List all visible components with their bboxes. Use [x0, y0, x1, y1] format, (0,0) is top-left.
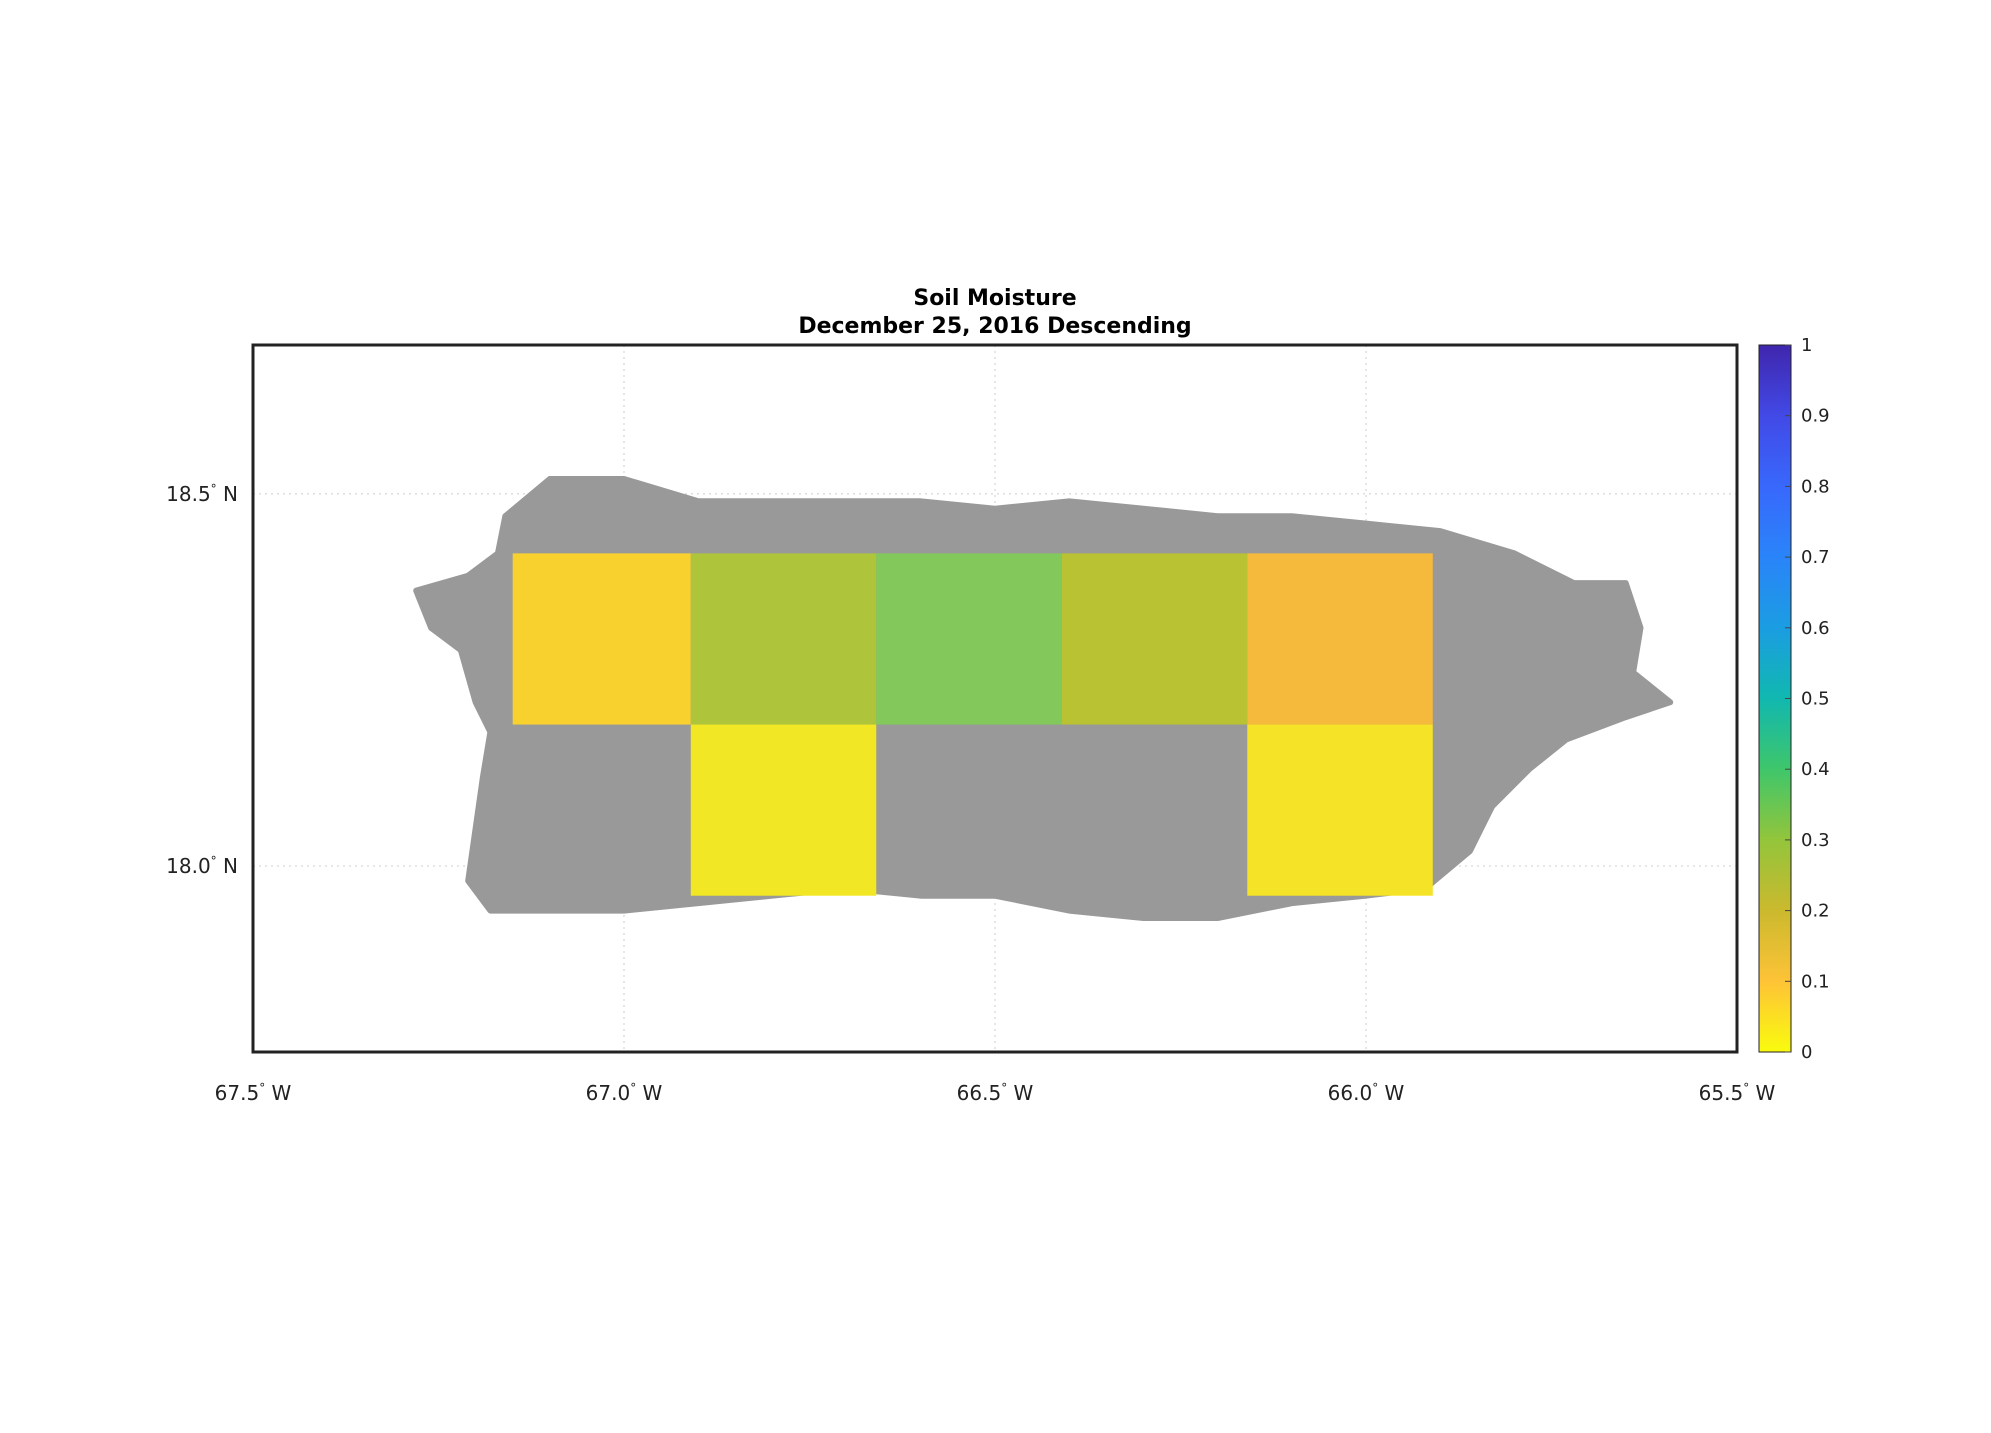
colorbar-tick-label-0: 0 — [1801, 1042, 1812, 1063]
colorbar-tick-label-3: 0.3 — [1801, 830, 1830, 851]
lon-tick-label-1: 67.0° W — [586, 1081, 663, 1105]
lat-tick-label-1: 18.0° N — [166, 854, 238, 878]
soil-moisture-cell-3 — [1061, 553, 1248, 725]
colorbar-tick-label-4: 0.4 — [1801, 759, 1830, 780]
soil-moisture-cell-1 — [690, 553, 877, 725]
colorbar-tick-label-1: 0.1 — [1801, 971, 1830, 992]
latitude-ticks: 18.5° N 18.0° N — [166, 482, 238, 878]
lon-tick-label-0: 67.5° W — [215, 1081, 292, 1105]
colorbar-tick-label-10: 1 — [1801, 335, 1812, 356]
soil-moisture-cell-2 — [876, 553, 1062, 725]
colorbar-tick-label-7: 0.7 — [1801, 547, 1830, 568]
lon-tick-label-2: 66.5° W — [957, 1081, 1034, 1105]
soil-moisture-cell-6 — [1247, 724, 1433, 896]
longitude-ticks: 67.5° W 67.0° W 66.5° W 66.0° W 65.5° W — [215, 1081, 1776, 1105]
map-frame — [251, 343, 1739, 1054]
colorbar-ticks: 0 0.1 0.2 0.3 0.4 0.5 0.6 0.7 0.8 0.9 1 — [1785, 335, 1830, 1063]
colorbar-tick-label-8: 0.8 — [1801, 476, 1830, 497]
colorbar-tick-label-9: 0.9 — [1801, 406, 1830, 427]
colorbar-tick-label-6: 0.6 — [1801, 618, 1830, 639]
soil-moisture-cell-5 — [690, 724, 877, 896]
colorbar-tick-label-2: 0.2 — [1801, 901, 1830, 922]
lon-tick-label-4: 65.5° W — [1699, 1081, 1776, 1105]
map-title: Soil Moisture — [913, 286, 1076, 311]
colorbar-tick-label-5: 0.5 — [1801, 689, 1830, 710]
map-subtitle: December 25, 2016 Descending — [798, 314, 1191, 339]
lon-tick-label-3: 66.0° W — [1328, 1081, 1405, 1105]
lat-tick-label-0: 18.5° N — [166, 482, 238, 506]
soil-moisture-cell-0 — [512, 553, 691, 725]
soil-moisture-cells — [512, 553, 1433, 896]
soil-moisture-cell-4 — [1247, 553, 1433, 725]
